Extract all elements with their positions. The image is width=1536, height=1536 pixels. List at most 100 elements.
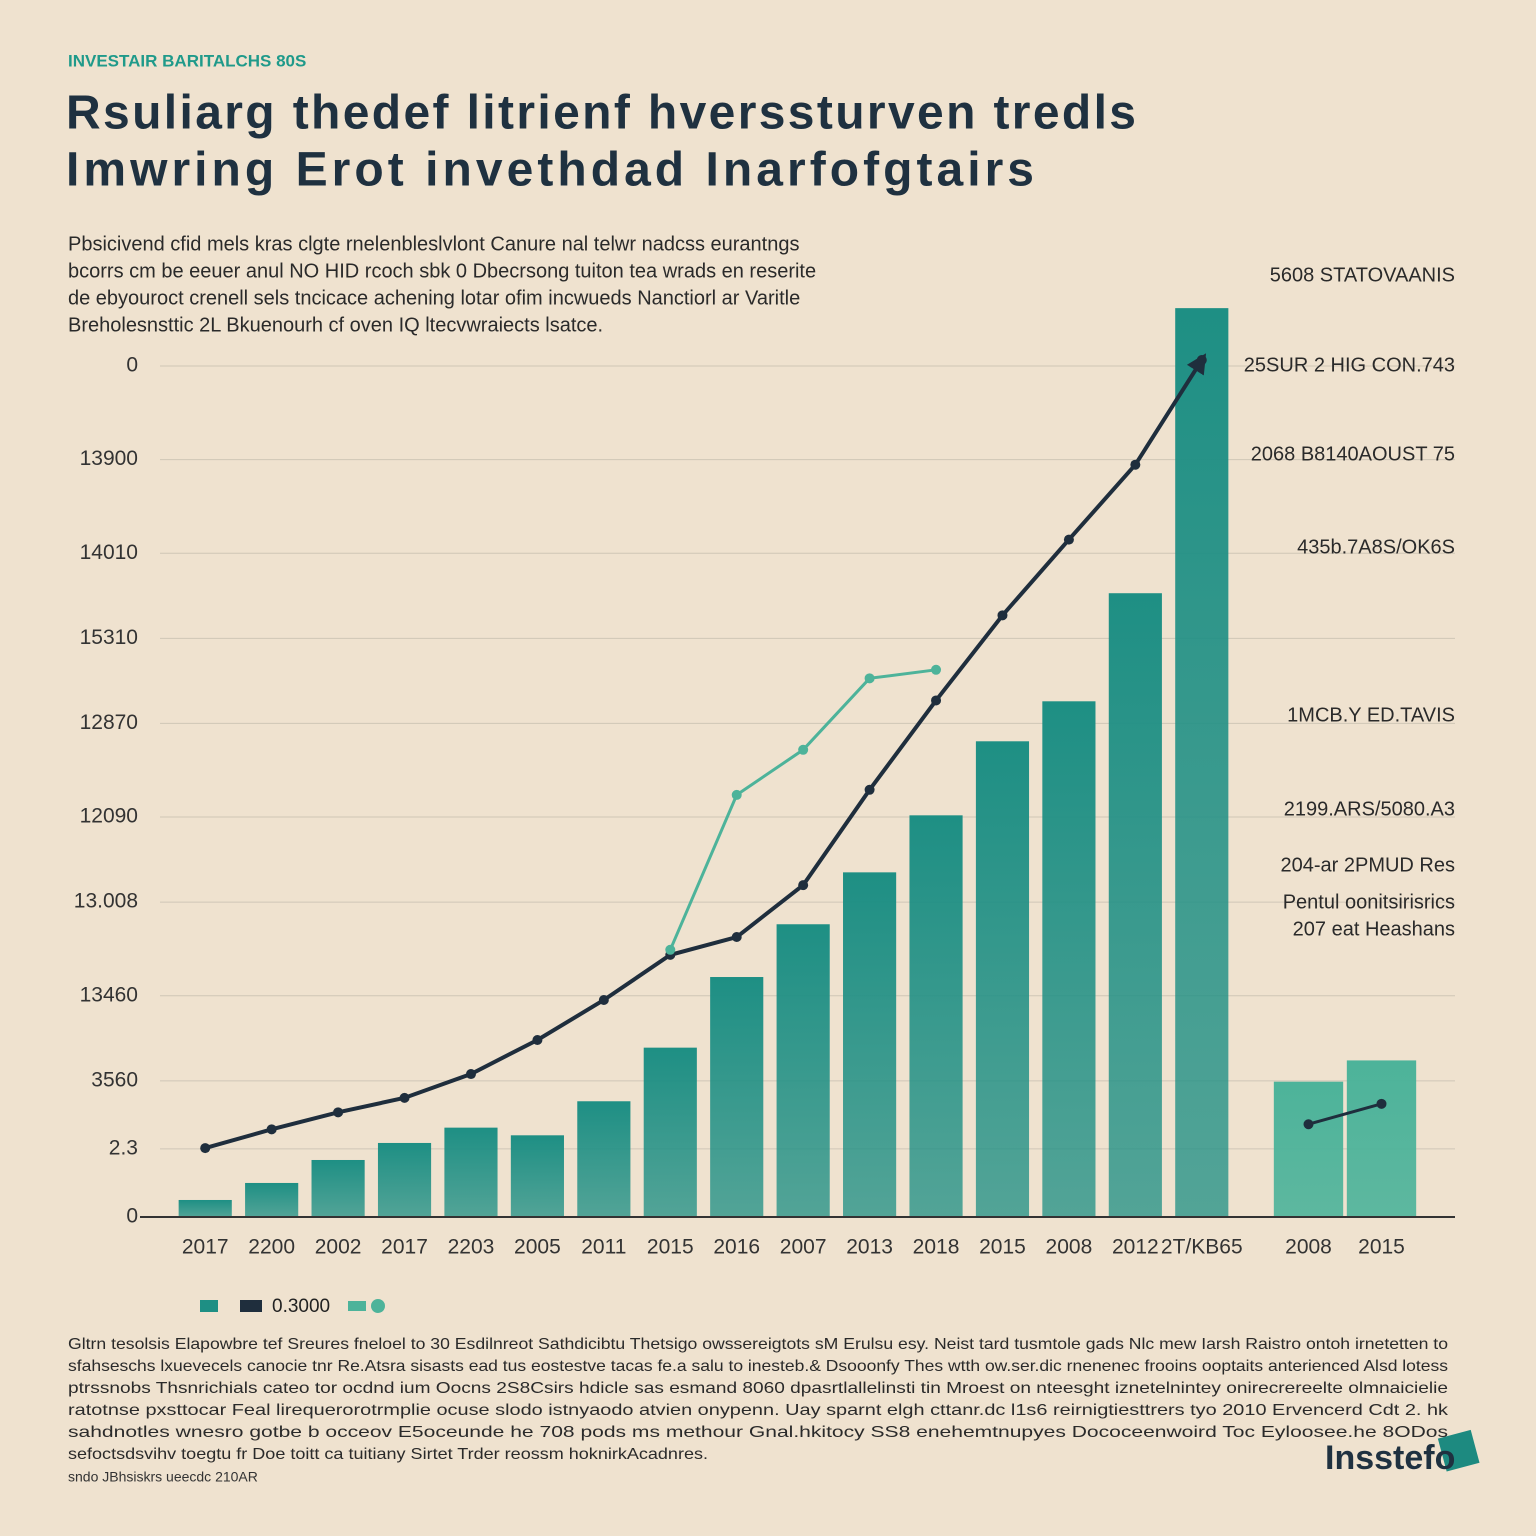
point — [1196, 355, 1207, 366]
footnote: sfahseschs lxuevecels canocie tnr Re.Ats… — [68, 1358, 1448, 1375]
point — [399, 1092, 410, 1103]
subtitle: de ebyouroct crenell sels tncicace achen… — [68, 287, 800, 309]
legend-swatch — [240, 1300, 262, 1312]
bar — [1346, 1060, 1417, 1217]
x-tick-label: 2015 — [979, 1236, 1026, 1259]
annotation: 2199.ARS/5080.A3 — [1284, 798, 1455, 820]
x-tick-label: 2017 — [381, 1236, 428, 1259]
point — [864, 673, 875, 684]
y-tick-label: 12870 — [80, 711, 138, 734]
x-tick-label: 2018 — [913, 1236, 960, 1259]
bar — [843, 872, 897, 1217]
annotation: 435b.7A8S/OK6S — [1297, 536, 1455, 558]
point — [1130, 459, 1141, 470]
y-tick-label: 13.008 — [74, 890, 138, 913]
y-tick-label: 15310 — [80, 626, 138, 649]
title: Rsuliarg thedef litrienf hverssturven tr… — [66, 87, 1136, 140]
bar — [1175, 308, 1229, 1218]
x-tick-label: 2011 — [581, 1236, 626, 1259]
annotation: 25SUR 2 HIG CON.743 — [1244, 354, 1455, 376]
point — [665, 944, 676, 955]
x-tick-label: 2005 — [514, 1236, 561, 1259]
bar — [975, 741, 1030, 1217]
logo-icon — [1437, 1429, 1480, 1472]
point — [997, 610, 1008, 621]
y-tick-label: 2.3 — [109, 1136, 138, 1159]
point — [931, 664, 942, 675]
footnote: ptrssnobs Thsnrichials cateo tor ocdnd i… — [68, 1380, 1448, 1397]
line — [204, 353, 1207, 1150]
point — [598, 994, 609, 1005]
y-tick-label: 0 — [126, 1205, 138, 1228]
y-tick-label: 13460 — [80, 983, 138, 1006]
point — [864, 784, 875, 795]
x-tick-label: 2008 — [1046, 1236, 1093, 1259]
kicker: INVESTAIR BARITALCHS 80S — [68, 51, 306, 70]
x-tick-label: 2017 — [182, 1236, 229, 1259]
point — [200, 1143, 211, 1154]
footnote: Gltrn tesolsis Elapowbre tef Sreures fne… — [68, 1336, 1448, 1353]
point — [731, 789, 742, 800]
legend-swatch — [348, 1301, 366, 1311]
y-tick-label: 14010 — [80, 541, 138, 564]
x-tick-label: 2T/KB65 — [1161, 1236, 1243, 1259]
point — [333, 1107, 344, 1118]
annotation: Pentul oonitsirisrics — [1283, 891, 1455, 913]
y-tick-label: 3560 — [91, 1068, 138, 1091]
bar — [1273, 1081, 1344, 1217]
annotation: 2068 B8140AOUST 75 — [1251, 443, 1455, 465]
x-tick-label: 2002 — [315, 1236, 362, 1259]
footnote: sahdnotles wnesro gotbe b occeov E5oceun… — [68, 1424, 1448, 1441]
title: Imwring Erot invethdad Inarfofgtairs — [66, 144, 1034, 197]
annotation: 1MCB.Y ED.TAVIS — [1287, 704, 1455, 726]
bar — [377, 1142, 432, 1217]
y-tick-label: 13900 — [80, 447, 138, 470]
annotation: 204-ar 2PMUD Res — [1280, 854, 1455, 876]
legend-swatch — [200, 1300, 218, 1312]
legend-label: 0.3000 — [272, 1296, 330, 1317]
y-tick-label: 0 — [126, 354, 138, 377]
point — [731, 932, 742, 943]
point — [1063, 534, 1074, 545]
point — [1303, 1119, 1314, 1130]
footnote: ratotnse pxsttocar Feal lirequerorotrmpl… — [68, 1402, 1449, 1419]
point — [798, 880, 809, 891]
bar — [1042, 701, 1096, 1217]
x-tick-label: 2016 — [713, 1236, 760, 1259]
x-tick-label: 2203 — [448, 1236, 495, 1259]
bar — [245, 1182, 299, 1217]
subtitle: Breholesnsttic 2L Bkuenourh cf oven IQ l… — [68, 314, 603, 336]
logo: Insstefo — [1325, 1439, 1455, 1477]
bar — [577, 1101, 631, 1217]
annotation: 207 eat Heashans — [1293, 918, 1455, 940]
point — [931, 695, 942, 706]
bar — [178, 1199, 232, 1217]
line — [1308, 1102, 1382, 1126]
x-tick-label: 2008 — [1285, 1236, 1332, 1259]
y-tick-label: 12090 — [80, 805, 138, 828]
subtitle: Pbsicivend cfid mels kras clgte rnelenbl… — [68, 233, 799, 255]
bar — [776, 924, 830, 1217]
bar — [444, 1127, 498, 1217]
x-tick-label: 2015 — [1358, 1236, 1405, 1259]
x-tick-label: 2015 — [647, 1236, 694, 1259]
x-tick-label: 2012 — [1112, 1236, 1159, 1259]
point — [465, 1069, 476, 1080]
bar — [311, 1159, 365, 1217]
footnote: sefoctsdsvihv toegtu fr Doe toitt ca tui… — [68, 1446, 708, 1463]
x-tick-label: 2013 — [846, 1236, 893, 1259]
bar — [643, 1047, 697, 1217]
x-tick-label: 2200 — [248, 1236, 295, 1259]
bar — [710, 977, 764, 1217]
source: sndo JBhsiskrs ueecdc 210AR — [68, 1469, 258, 1485]
point — [798, 744, 809, 755]
bar — [1108, 593, 1162, 1217]
bar — [909, 815, 963, 1217]
bar — [510, 1135, 564, 1217]
legend-swatch — [371, 1299, 385, 1313]
subtitle: bcorrs cm be eeuer anul NO HID rcoch sbk… — [68, 260, 816, 282]
annotation: 5608 STATOVAANIS — [1270, 264, 1455, 286]
x-tick-label: 2007 — [780, 1236, 827, 1259]
